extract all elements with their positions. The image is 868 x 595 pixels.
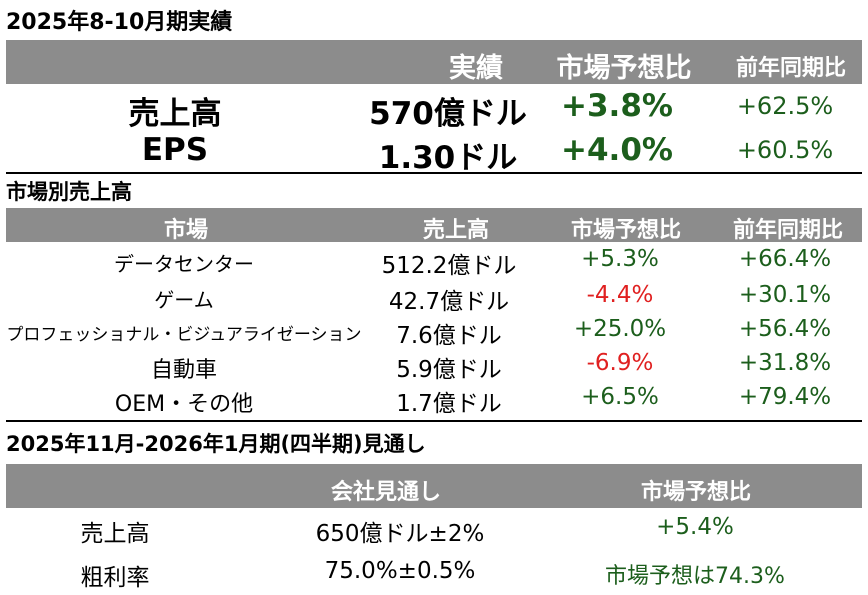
market-vs-consensus: -4.4% <box>586 282 654 308</box>
market-name: 自動車 <box>150 358 217 383</box>
section3-title: 2025年11月-2026年1月期(四半期)見通し <box>6 432 426 456</box>
row-label: 売上高 <box>128 96 222 132</box>
market-yoy: +30.1% <box>738 282 832 308</box>
market-yoy: +56.4% <box>738 316 832 342</box>
market-name: ゲーム <box>154 288 214 312</box>
row-vs-consensus: +4.0% <box>561 132 673 168</box>
market-name: OEM・その他 <box>114 392 254 417</box>
row-vs-consensus: +3.8% <box>561 88 673 124</box>
market-yoy: +79.4% <box>738 384 832 410</box>
row-actual: 1.30ドル <box>378 140 518 176</box>
header-market: 市場 <box>163 218 208 243</box>
section-divider <box>6 420 862 422</box>
section1-header-bar: 実績 市場予想比 前年同期比 <box>6 40 862 84</box>
header-actual: 実績 <box>449 53 503 84</box>
market-vs-consensus: -6.9% <box>586 350 654 376</box>
market-revenue: 512.2億ドル <box>381 253 517 279</box>
header-vs-consensus: 市場予想比 <box>640 480 751 505</box>
guidance-value: 650億ドル±2% <box>315 521 485 547</box>
section2-header-bar: 市場 売上高 市場予想比 前年同期比 <box>6 208 862 243</box>
row-yoy: +62.5% <box>736 92 834 120</box>
market-name: プロフェッショナル・ビジュアライゼーション <box>6 325 362 345</box>
header-vs-consensus: 市場予想比 <box>556 53 692 84</box>
row-label: EPS <box>141 132 209 168</box>
row-actual: 570億ドル <box>369 96 527 132</box>
header-yoy: 前年同期比 <box>735 56 846 81</box>
section3-header-bar: 会社見通し 市場予想比 <box>6 464 862 508</box>
section-divider <box>6 172 862 174</box>
section1-title: 2025年8-10月期実績 <box>6 10 233 35</box>
market-vs-consensus: +6.5% <box>581 384 659 410</box>
market-revenue: 7.6億ドル <box>396 323 502 349</box>
guidance-vs-consensus: 市場予想は74.3% <box>605 564 785 589</box>
guidance-value: 75.0%±0.5% <box>324 558 476 584</box>
market-name: データセンター <box>114 252 254 276</box>
market-yoy: +66.4% <box>738 246 832 272</box>
market-revenue: 42.7億ドル <box>388 289 510 315</box>
section2-title: 市場別売上高 <box>6 180 132 204</box>
guidance-vs-consensus: +5.4% <box>656 514 734 540</box>
market-vs-consensus: +5.3% <box>581 246 659 272</box>
header-vs-consensus: 市場予想比 <box>570 218 681 243</box>
header-revenue: 売上高 <box>422 218 489 243</box>
market-yoy: +31.8% <box>738 350 832 376</box>
guidance-label: 売上高 <box>80 521 150 547</box>
row-yoy: +60.5% <box>736 136 834 164</box>
market-revenue: 1.7億ドル <box>396 391 502 417</box>
market-revenue: 5.9億ドル <box>396 357 502 383</box>
header-yoy: 前年同期比 <box>732 218 843 243</box>
header-guidance: 会社見通し <box>330 480 441 505</box>
market-vs-consensus: +25.0% <box>573 316 667 342</box>
guidance-label: 粗利率 <box>80 565 150 591</box>
